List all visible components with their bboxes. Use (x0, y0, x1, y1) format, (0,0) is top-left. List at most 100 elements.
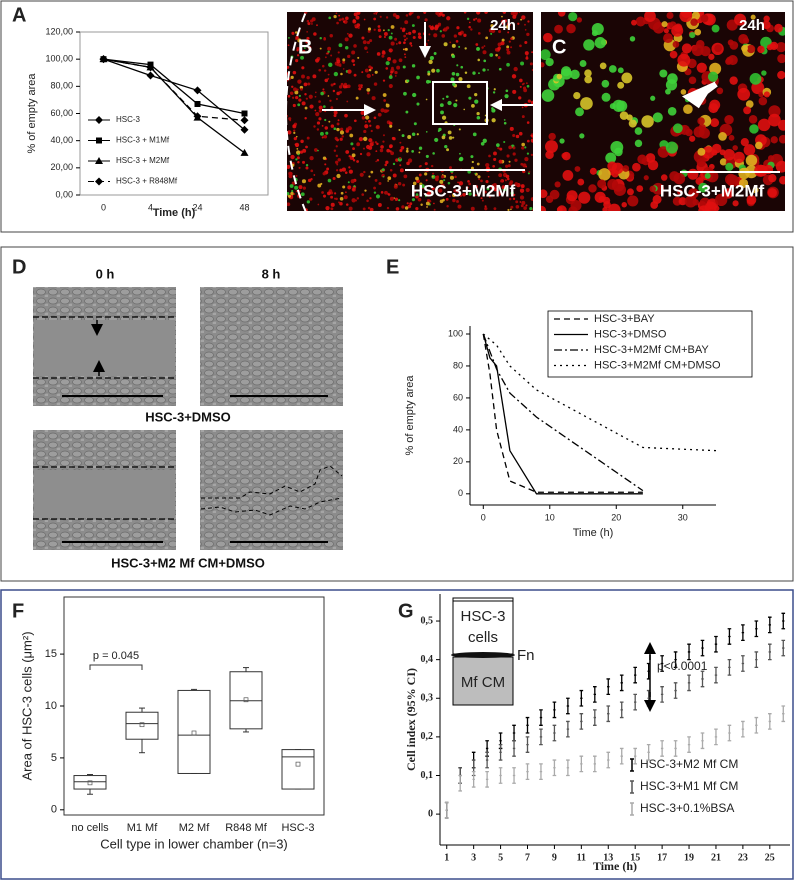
cell-dot (493, 207, 497, 211)
cell-dot (622, 165, 630, 172)
cell-dot (490, 24, 494, 28)
error-bar (566, 759, 570, 777)
cell-dot (752, 187, 759, 194)
cell-dot (408, 12, 412, 16)
cell-dot (305, 163, 309, 167)
cell-dot (449, 175, 455, 180)
cell-dot (775, 160, 785, 173)
cell-dot (330, 195, 334, 199)
cell-dot (478, 178, 481, 181)
cell-dot (305, 166, 309, 170)
cell-dot (495, 53, 498, 57)
legend-icon (630, 780, 634, 794)
cell-dot (710, 118, 720, 128)
cell-dot (506, 154, 510, 158)
mean (139, 722, 145, 728)
cell-dot (628, 119, 637, 128)
cell-dot (359, 152, 363, 156)
cell-dot (513, 193, 516, 196)
cell-dot (455, 99, 458, 102)
image-label: HSC-3+M2Mf (411, 181, 516, 200)
cell-dot (497, 146, 500, 150)
cell-dot (415, 206, 419, 211)
error-bar (741, 624, 745, 641)
cell-dot (439, 103, 444, 108)
cell-dot (738, 167, 750, 180)
cell-dot (383, 31, 388, 36)
cell-dot (352, 19, 357, 24)
cell-dot (450, 77, 455, 82)
cell-dot (431, 68, 436, 73)
cell-dot (360, 86, 363, 89)
cell-dot (340, 82, 344, 86)
cell-dot (353, 73, 357, 77)
cell-dot (315, 112, 320, 117)
cell-dot (366, 73, 371, 79)
cell-dot (327, 46, 332, 51)
cell-dot (526, 121, 530, 124)
cell-dot (318, 100, 321, 103)
error-bar (687, 736, 691, 753)
cell-dot (485, 180, 489, 184)
cell-dot (470, 206, 475, 211)
cell-dot (500, 179, 503, 183)
cell-dot (531, 69, 533, 71)
cell-dot (390, 41, 395, 46)
cell-dot (324, 56, 327, 59)
cell-dot (508, 40, 511, 43)
cell-dot (374, 141, 378, 144)
cell-dot (613, 183, 627, 196)
cell-dot (519, 201, 522, 203)
cell-dot (324, 126, 328, 130)
cell-dot (510, 205, 514, 209)
y-axis-label: % of empty area (404, 375, 416, 456)
cell-dot (323, 134, 328, 139)
cell-dot (700, 14, 709, 23)
x-tick-label: 11 (577, 852, 586, 863)
error-bar (633, 747, 637, 765)
cell-dot (417, 197, 422, 202)
cell-dot (345, 129, 350, 133)
cell-dot (612, 99, 625, 112)
cell-dot (445, 95, 449, 99)
error-bar (673, 682, 678, 699)
cell-dot (405, 37, 408, 40)
cell-dot (328, 120, 331, 123)
cell-dot (376, 52, 381, 56)
cell-dot (296, 54, 300, 57)
annotation: p<0.0001 (657, 659, 708, 673)
cell-dot (588, 184, 597, 193)
cell-dot (321, 136, 324, 139)
cell-dot (339, 168, 343, 172)
cell-dot (369, 39, 373, 43)
cell-dot (474, 194, 477, 197)
cell-dot (381, 54, 385, 58)
cell-dot (418, 146, 423, 150)
cell-dot (520, 61, 525, 66)
cell-dot (378, 181, 382, 185)
cell-dot (352, 147, 355, 151)
marker (96, 137, 102, 144)
cell-dot (394, 37, 398, 41)
cell-dot (490, 186, 494, 189)
cell-dot (353, 185, 356, 188)
cell-dot (503, 140, 506, 144)
cell-dot (468, 96, 472, 100)
cell-dot (531, 134, 533, 138)
series-line (103, 58, 245, 121)
y-tick-label: 0,2 (421, 731, 434, 742)
legend-label: HSC-3+BAY (594, 313, 655, 325)
image-label: HSC-3+M2Mf (660, 181, 765, 200)
cell-dot (520, 18, 523, 21)
cell-dot (318, 109, 322, 113)
cell-dot (777, 70, 785, 80)
series-line (482, 333, 643, 493)
cell-dot (311, 17, 316, 22)
cell-dot (458, 77, 463, 82)
cell-dot (777, 53, 785, 64)
cell-dot (324, 118, 327, 122)
cell-dot (399, 149, 402, 152)
cell-dot (524, 146, 527, 149)
cell-dot (598, 195, 605, 202)
cell-dot (729, 76, 738, 85)
